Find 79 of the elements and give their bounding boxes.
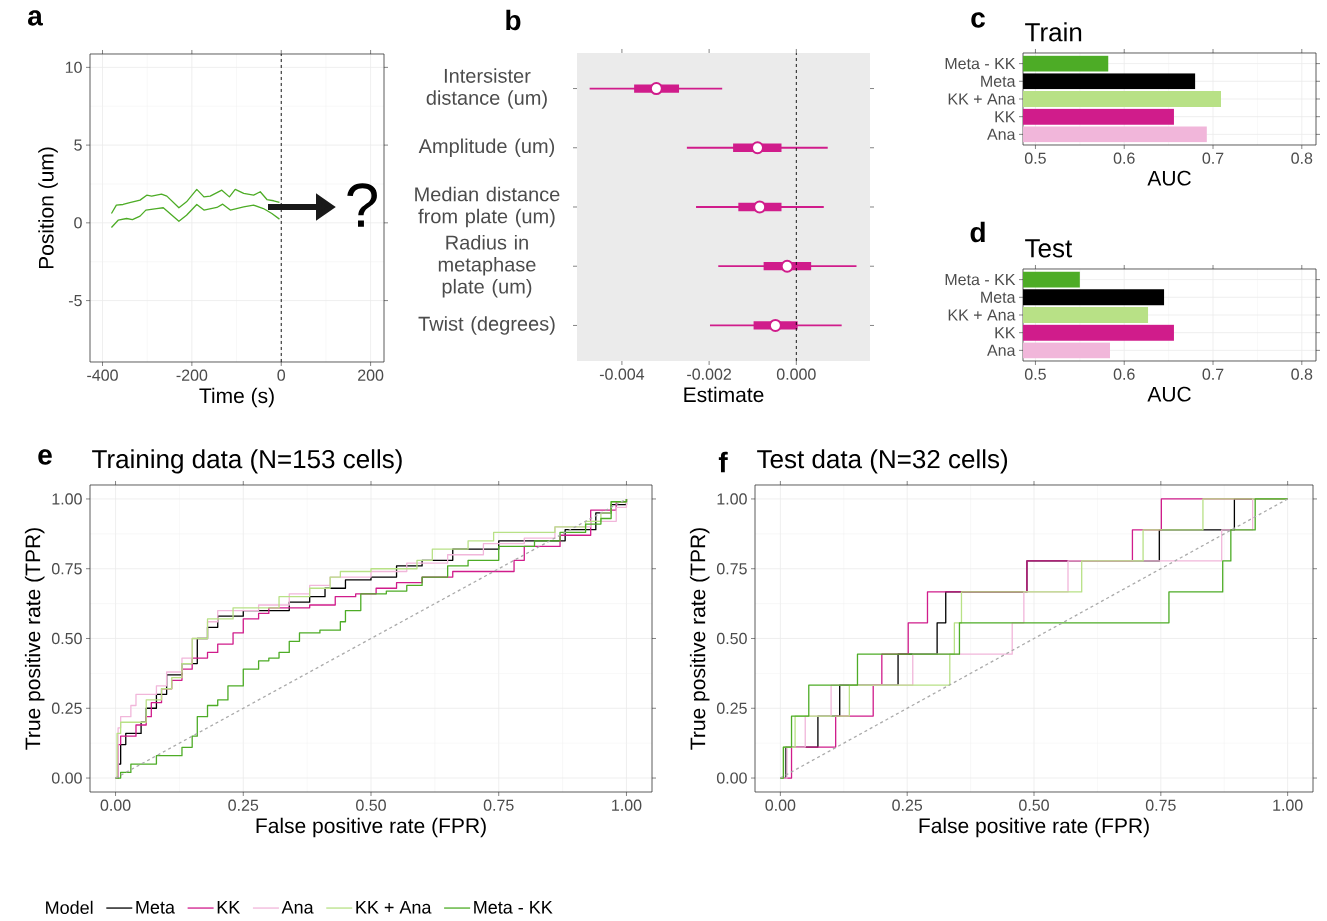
text: a bbox=[28, 10, 43, 26]
x-axis-title: False positive rate (FPR) bbox=[919, 817, 1149, 838]
x-tick-label: 0.00 bbox=[100, 799, 131, 811]
text: d bbox=[970, 221, 985, 243]
x-tick-label: 0.25 bbox=[892, 799, 923, 811]
y-tick-label: 0.50 bbox=[51, 632, 82, 645]
x-axis-title: AUC bbox=[1147, 170, 1191, 186]
y-axis-title: Position (um) bbox=[38, 147, 58, 269]
x-tick-label: 0.25 bbox=[228, 799, 259, 811]
y-tick-label: 0.25 bbox=[51, 702, 82, 714]
y-axis-title: True positive rate (TPR) bbox=[24, 528, 45, 750]
y-tick-label: 0.50 bbox=[716, 632, 747, 645]
legend-title: Model bbox=[46, 900, 93, 914]
x-tick-label: 0.8 bbox=[1291, 368, 1313, 380]
y-tick-label: Radius in metaphase plate (um) bbox=[438, 234, 536, 298]
x-tick-label: 0.5 bbox=[1024, 368, 1046, 380]
y-tick-label: Meta bbox=[981, 291, 1016, 303]
chart-title: Test data (N=32 cells) bbox=[757, 449, 1008, 474]
y-tick-label: Meta bbox=[981, 75, 1016, 87]
legend-label: Ana bbox=[281, 901, 314, 914]
x-tick-label: 0.50 bbox=[356, 799, 386, 811]
y-tick-label: KK + Ana bbox=[948, 309, 1016, 321]
x-axis-title: False positive rate (FPR) bbox=[256, 817, 486, 838]
x-tick-label: 0.7 bbox=[1202, 152, 1224, 164]
y-tick-label: Intersister distance (um) bbox=[426, 68, 547, 109]
annotation: ? bbox=[347, 183, 377, 227]
x-tick-label: 0.8 bbox=[1291, 152, 1313, 164]
y-tick-label: 0.75 bbox=[716, 563, 747, 575]
text: c bbox=[971, 12, 985, 28]
x-tick-label: 0.5 bbox=[1024, 152, 1046, 164]
y-tick-label: Meta - KK bbox=[945, 58, 1016, 70]
x-tick-label: 0.000 bbox=[776, 368, 816, 380]
x-tick-label: 1.00 bbox=[1273, 799, 1303, 811]
y-tick-label: Median distance from plate (um) bbox=[415, 186, 560, 228]
x-tick-label: 0.75 bbox=[1145, 799, 1176, 811]
x-tick-label: 0.7 bbox=[1202, 368, 1224, 380]
y-tick-label: 0.75 bbox=[51, 563, 82, 575]
y-tick-label: 1.00 bbox=[717, 493, 747, 505]
x-axis-title: Time (s) bbox=[199, 387, 274, 408]
y-tick-label: KK bbox=[995, 327, 1016, 339]
y-tick-label: 1.00 bbox=[52, 493, 82, 505]
y-tick-label: 0.25 bbox=[716, 702, 747, 714]
legend-label: KK + Ana bbox=[356, 901, 432, 914]
x-tick-label: -0.004 bbox=[599, 368, 645, 380]
x-tick-label: -0.002 bbox=[687, 368, 731, 380]
legend-label: Meta bbox=[136, 901, 175, 914]
y-tick-label: Meta - KK bbox=[945, 274, 1016, 286]
y-tick-label: 5 bbox=[74, 139, 82, 151]
y-tick-label: -5 bbox=[68, 295, 82, 307]
legend-label: KK bbox=[217, 901, 241, 914]
y-tick-label: Amplitude (um) bbox=[418, 138, 555, 158]
x-tick-label: 200 bbox=[358, 369, 384, 381]
text: e bbox=[38, 449, 52, 465]
y-tick-label: Ana bbox=[987, 128, 1016, 140]
x-tick-label: 1.00 bbox=[612, 799, 642, 811]
y-tick-label: 0 bbox=[74, 217, 82, 229]
chart-title: Test bbox=[1025, 239, 1073, 258]
y-tick-label: Twist (degrees) bbox=[418, 316, 555, 335]
x-tick-label: 0 bbox=[277, 369, 286, 381]
y-tick-label: 0.00 bbox=[51, 772, 82, 784]
x-tick-label: 0.00 bbox=[765, 799, 796, 811]
y-tick-label: Ana bbox=[987, 344, 1016, 356]
x-tick-label: -200 bbox=[176, 369, 208, 381]
x-axis-title: AUC bbox=[1147, 386, 1191, 402]
y-tick-label: KK + Ana bbox=[948, 93, 1016, 105]
chart-title: Training data (N=153 cells) bbox=[92, 449, 402, 474]
text: b bbox=[506, 9, 521, 31]
x-tick-label: 0.75 bbox=[483, 799, 514, 811]
text: f bbox=[718, 451, 728, 473]
chart-title: Train bbox=[1025, 22, 1082, 42]
x-tick-label: 0.50 bbox=[1019, 799, 1049, 811]
y-tick-label: 0.00 bbox=[716, 772, 747, 784]
x-tick-label: 0.6 bbox=[1113, 152, 1135, 164]
y-axis-title: True positive rate (TPR) bbox=[689, 528, 710, 750]
x-axis-title: Estimate bbox=[684, 386, 764, 403]
y-tick-label: 10 bbox=[65, 61, 82, 74]
x-tick-label: -400 bbox=[87, 369, 118, 381]
x-tick-label: 0.6 bbox=[1113, 368, 1135, 380]
y-tick-label: KK bbox=[995, 111, 1016, 123]
